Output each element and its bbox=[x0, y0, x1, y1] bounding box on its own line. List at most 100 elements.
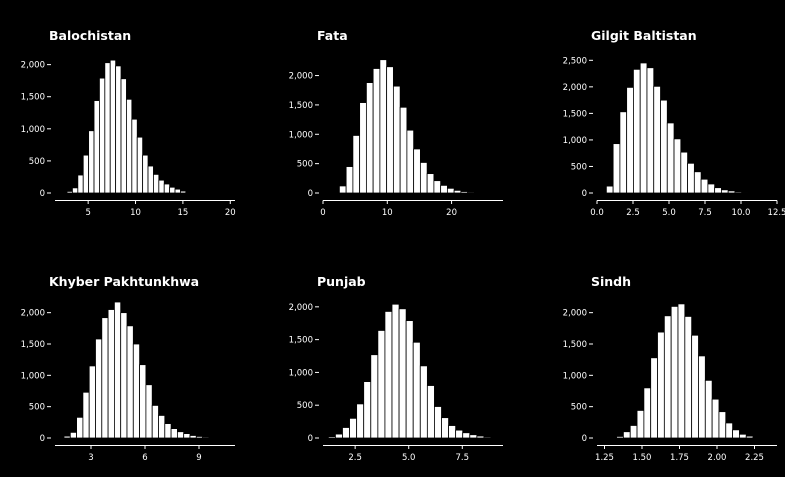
histogram-bar bbox=[732, 429, 740, 439]
histogram-bar bbox=[605, 185, 614, 194]
histogram-bar bbox=[643, 387, 652, 439]
histogram-bar bbox=[460, 191, 469, 194]
histogram-bar bbox=[95, 338, 103, 439]
y-tick-label: 1,500 bbox=[563, 109, 587, 119]
histogram-bar bbox=[680, 151, 688, 194]
histogram-bar bbox=[714, 187, 722, 194]
y-tick-label: 2,000 bbox=[289, 72, 313, 82]
histogram-bar bbox=[440, 184, 448, 194]
histogram-bar bbox=[142, 154, 149, 194]
histogram-bar bbox=[349, 417, 358, 439]
histogram-bar bbox=[745, 435, 754, 439]
panel-punjab: Punjab 0 500 1,000 1,500 2,000 2.5 5.0 7.5 bbox=[289, 274, 503, 463]
histogram-bar bbox=[120, 312, 128, 439]
y-tick-label: 0 bbox=[582, 434, 587, 444]
y-tick-label: 2,000 bbox=[289, 303, 313, 313]
histogram-bar bbox=[419, 365, 428, 439]
histogram-bar bbox=[352, 135, 361, 194]
histogram-bar bbox=[426, 173, 435, 194]
histogram-bar bbox=[104, 62, 111, 194]
y-tick-label: 2,000 bbox=[563, 83, 587, 93]
histogram-bar bbox=[405, 320, 414, 439]
histogram-bar bbox=[609, 436, 617, 439]
x-tick-label: 12.5 bbox=[768, 208, 785, 218]
y-tick-label: 1,000 bbox=[289, 130, 313, 140]
histogram-bar bbox=[101, 317, 109, 439]
histogram-bar bbox=[626, 86, 634, 194]
histogram-bar bbox=[189, 435, 197, 439]
panel-khyber-pakhtunkhwa: Khyber Pakhtunkhwa 0 500 1,000 1,500 2,000 3 6 9 bbox=[21, 274, 235, 463]
histogram-bar bbox=[332, 192, 340, 194]
y-tick-label: 1,000 bbox=[563, 371, 587, 381]
histogram-bar bbox=[107, 309, 115, 439]
histogram-bar bbox=[612, 143, 621, 194]
histogram-bar bbox=[335, 433, 343, 439]
panel-title: Gilgit Baltistan bbox=[591, 28, 697, 43]
panel-gilgit-baltistan: Gilgit Baltistan 0 500 1,000 1,500 2,000 2,500… bbox=[563, 28, 785, 218]
panel-title: Balochistan bbox=[49, 28, 131, 43]
histogram-bar bbox=[476, 435, 485, 439]
histogram-bar bbox=[426, 385, 435, 439]
y-tick-label: 0 bbox=[308, 434, 313, 444]
histogram-bar bbox=[356, 403, 365, 439]
y-tick-label: 1,000 bbox=[21, 125, 45, 135]
histogram-bar bbox=[384, 311, 393, 439]
histogram-bar bbox=[120, 78, 127, 194]
histogram-bar bbox=[687, 162, 695, 194]
x-tick-label: 2.00 bbox=[708, 453, 727, 463]
panel-fata: Fata 0 500 1,000 1,500 2,000 0 10 20 bbox=[289, 28, 503, 218]
histogram-bar bbox=[704, 379, 713, 439]
histogram-bar bbox=[114, 301, 122, 439]
histogram-bar bbox=[483, 436, 492, 439]
histogram-bar bbox=[93, 100, 100, 194]
histogram-bar bbox=[195, 436, 204, 439]
y-tick-label: 1,500 bbox=[21, 340, 45, 350]
x-tick-label: 9 bbox=[196, 453, 201, 463]
histogram-bar bbox=[158, 415, 166, 439]
x-tick-label: 5 bbox=[85, 208, 90, 218]
x-tick-label: 5.0 bbox=[402, 453, 416, 463]
panel-title: Fata bbox=[317, 28, 348, 43]
histogram-bar bbox=[739, 433, 747, 439]
y-tick-label: 2,000 bbox=[563, 309, 587, 319]
y-tick-label: 1,500 bbox=[563, 340, 587, 350]
histogram-bar bbox=[434, 406, 442, 439]
histogram-bar bbox=[72, 187, 79, 194]
histogram-bar bbox=[707, 183, 716, 194]
histogram-bar bbox=[691, 334, 699, 439]
histogram-bar bbox=[453, 189, 462, 194]
histogram-bar bbox=[398, 308, 407, 439]
histogram-bar bbox=[82, 391, 90, 439]
y-tick-label: 1,000 bbox=[21, 371, 45, 381]
histogram-bar bbox=[126, 98, 133, 194]
histogram-bar bbox=[670, 305, 679, 439]
x-tick-label: 7.5 bbox=[698, 208, 712, 218]
histogram-bar bbox=[338, 185, 347, 194]
histogram-bar bbox=[412, 341, 421, 439]
x-tick-label: 0.0 bbox=[590, 208, 604, 218]
x-tick-label: 2.5 bbox=[626, 208, 640, 218]
histogram-bar bbox=[76, 416, 84, 439]
y-tick-label: 1,500 bbox=[289, 101, 313, 111]
x-tick-label: 15 bbox=[177, 208, 188, 218]
histogram-bar bbox=[700, 178, 709, 194]
histogram-bar bbox=[741, 192, 749, 194]
histogram-bar bbox=[752, 436, 761, 439]
histogram-bar bbox=[469, 434, 478, 439]
histogram-bar bbox=[657, 331, 665, 439]
histogram-bar bbox=[377, 330, 386, 439]
histogram-bar bbox=[208, 436, 216, 439]
panel-title: Punjab bbox=[317, 274, 366, 289]
x-tick-label: 7.5 bbox=[456, 453, 470, 463]
x-tick-label: 6 bbox=[142, 453, 147, 463]
histogram-bar bbox=[725, 422, 734, 439]
y-tick-label: 1,000 bbox=[563, 136, 587, 146]
x-tick-label: 10 bbox=[382, 208, 393, 218]
y-tick-label: 500 bbox=[297, 401, 313, 411]
y-tick-label: 0 bbox=[582, 189, 587, 199]
y-tick-label: 500 bbox=[29, 157, 45, 167]
histogram-bar bbox=[132, 343, 141, 439]
histogram-bars bbox=[327, 303, 499, 439]
